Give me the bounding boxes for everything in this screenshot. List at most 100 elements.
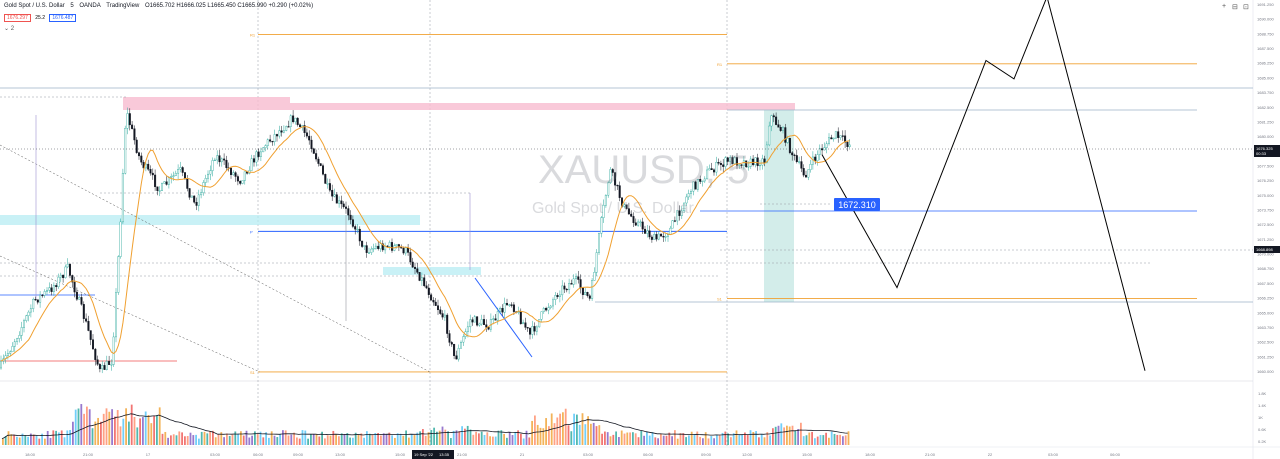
volume-bar bbox=[41, 433, 43, 445]
price-tick: 1671.250 bbox=[1257, 237, 1274, 242]
candle-body bbox=[784, 127, 787, 143]
buy-button[interactable]: 1676.487 bbox=[49, 14, 77, 22]
volume-bar bbox=[382, 433, 385, 445]
volume-bar bbox=[629, 432, 631, 445]
candle-body bbox=[770, 115, 773, 127]
volume-bar bbox=[32, 434, 35, 445]
candle-body bbox=[655, 234, 658, 240]
candle-body bbox=[418, 272, 421, 281]
minimize-icon[interactable]: ⊟ bbox=[1232, 4, 1238, 11]
candle-body bbox=[526, 327, 529, 329]
volume-bar bbox=[46, 430, 49, 445]
volume-bar bbox=[178, 431, 181, 445]
add-icon[interactable]: + bbox=[1222, 3, 1227, 10]
volume-bar bbox=[74, 409, 77, 445]
candle-body bbox=[724, 157, 727, 167]
volume-bar bbox=[340, 433, 343, 445]
candle-body bbox=[568, 283, 571, 290]
candle-body bbox=[634, 222, 637, 226]
volume-bar bbox=[200, 431, 203, 445]
maximize-icon[interactable]: ⊡ bbox=[1243, 4, 1249, 11]
candle-body bbox=[669, 227, 672, 235]
indicator-toggle[interactable]: ⌄ 2 bbox=[4, 26, 15, 32]
volume-bar bbox=[791, 425, 794, 445]
volume-bar bbox=[130, 404, 133, 445]
candle-body bbox=[696, 179, 699, 190]
volume-bar bbox=[623, 433, 626, 445]
candle-body bbox=[584, 292, 587, 295]
price-tick: 1661.250 bbox=[1257, 354, 1274, 359]
candle-body bbox=[333, 194, 336, 197]
candle-body bbox=[736, 157, 739, 166]
candle-body bbox=[211, 160, 214, 171]
volume-bar bbox=[548, 426, 550, 445]
volume-bar bbox=[405, 430, 407, 445]
candle-body bbox=[471, 319, 474, 323]
volume-bar bbox=[114, 416, 116, 445]
candle-body bbox=[188, 188, 191, 198]
candle-body bbox=[683, 202, 686, 212]
volume-bar bbox=[321, 431, 323, 445]
volume-bar bbox=[276, 437, 279, 445]
volume-bar bbox=[559, 413, 561, 445]
candle-body bbox=[379, 243, 382, 249]
drawn-line bbox=[474, 277, 533, 358]
volume-bar bbox=[632, 432, 634, 445]
time-tick: 18:00 bbox=[865, 452, 876, 457]
volume-bar bbox=[192, 435, 195, 445]
symbol-title[interactable]: Gold Spot / U.S. Dollar bbox=[4, 3, 65, 9]
price-tick: 1660.000 bbox=[1257, 369, 1274, 374]
volume-bar bbox=[584, 424, 587, 445]
candle-body bbox=[356, 228, 359, 231]
candle-body bbox=[701, 180, 704, 182]
candle-body bbox=[264, 145, 267, 148]
candle-body bbox=[391, 242, 394, 251]
candle-body bbox=[276, 134, 279, 137]
candle-body bbox=[110, 364, 113, 366]
volume-bar bbox=[486, 432, 489, 445]
volume-bar bbox=[133, 416, 136, 445]
candle-body bbox=[94, 348, 97, 360]
volume-bar bbox=[534, 415, 536, 445]
interval-label[interactable]: 5 bbox=[70, 3, 74, 9]
moving-average bbox=[0, 126, 850, 362]
candle-body bbox=[821, 148, 824, 151]
volume-bar bbox=[685, 437, 687, 445]
candle-body bbox=[738, 164, 741, 166]
volume-bar bbox=[69, 430, 71, 445]
volume-bar bbox=[567, 425, 570, 445]
candle-body bbox=[179, 167, 182, 170]
candle-body bbox=[34, 298, 37, 301]
volume-bar bbox=[7, 431, 10, 445]
candle-body bbox=[317, 158, 320, 164]
volume-bar bbox=[844, 435, 847, 445]
candle-body bbox=[517, 311, 520, 313]
volume-bar bbox=[424, 435, 427, 445]
volume-bar bbox=[441, 426, 444, 445]
volume-bar bbox=[643, 435, 645, 445]
volume-bar bbox=[315, 434, 318, 445]
chart-header: Gold Spot / U.S. Dollar 5 OANDA TradingV… bbox=[4, 3, 317, 9]
sell-button[interactable]: 1676.297 bbox=[4, 14, 31, 22]
volume-bar bbox=[209, 431, 211, 445]
candle-body bbox=[114, 292, 117, 338]
candle-body bbox=[243, 171, 246, 181]
volume-bar bbox=[774, 426, 777, 445]
volume-bar bbox=[676, 438, 679, 445]
candle-body bbox=[223, 158, 226, 161]
candle-body bbox=[483, 319, 486, 325]
candle-body bbox=[55, 285, 58, 288]
volume-bar bbox=[654, 437, 657, 445]
candle-body bbox=[460, 341, 463, 349]
candle-body bbox=[62, 274, 65, 278]
volume-bar bbox=[332, 430, 335, 445]
volume-bar bbox=[604, 431, 606, 445]
volume-bar bbox=[164, 431, 167, 445]
candle-body bbox=[673, 220, 676, 222]
candle-body bbox=[825, 143, 828, 148]
candle-body bbox=[273, 134, 276, 142]
volume-bar bbox=[760, 433, 763, 445]
candle-body bbox=[98, 364, 101, 370]
volume-bar bbox=[206, 433, 209, 445]
